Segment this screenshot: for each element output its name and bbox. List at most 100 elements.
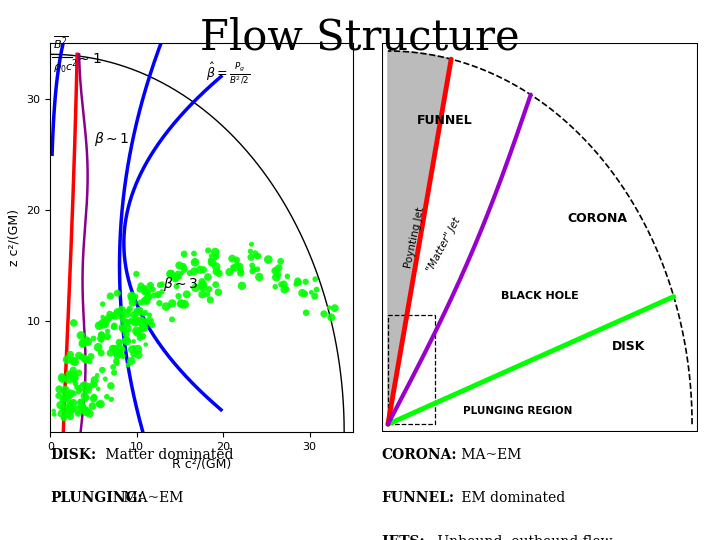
Point xyxy=(82,407,94,415)
Point xyxy=(95,400,107,408)
Point xyxy=(140,287,152,296)
Point xyxy=(84,357,96,366)
Point xyxy=(71,405,83,414)
Point xyxy=(117,352,129,361)
Point xyxy=(139,296,150,305)
Point xyxy=(69,376,81,385)
Point xyxy=(272,270,284,279)
Point xyxy=(63,400,75,409)
Point xyxy=(198,265,210,274)
Point xyxy=(135,281,147,290)
Point xyxy=(130,314,141,323)
Point xyxy=(120,330,132,339)
Point xyxy=(300,308,312,317)
Point xyxy=(211,267,222,276)
Point xyxy=(246,240,257,248)
Point xyxy=(234,262,246,271)
Point xyxy=(58,395,69,404)
Point xyxy=(92,384,104,393)
Point xyxy=(61,410,73,419)
Point xyxy=(75,384,86,393)
Point xyxy=(246,253,257,261)
Point xyxy=(81,405,93,414)
Point xyxy=(68,373,80,381)
Point xyxy=(116,338,127,346)
Point xyxy=(250,248,261,257)
Point xyxy=(69,357,81,366)
Point xyxy=(107,345,119,353)
Point xyxy=(89,394,101,402)
Y-axis label: z c²/(GM): z c²/(GM) xyxy=(8,209,21,266)
Point xyxy=(251,252,262,261)
Text: Unbound, outbound flow: Unbound, outbound flow xyxy=(433,535,613,540)
Point xyxy=(56,373,68,381)
Point xyxy=(197,291,208,299)
Point xyxy=(205,252,217,260)
Point xyxy=(66,389,77,397)
Point xyxy=(311,285,323,294)
Point xyxy=(76,380,88,389)
Point xyxy=(98,320,109,329)
Point xyxy=(75,399,86,407)
Point xyxy=(68,319,79,327)
Point xyxy=(132,350,144,359)
Point xyxy=(109,350,121,359)
Point xyxy=(48,407,60,415)
Point xyxy=(325,313,337,322)
Text: JETS:: JETS: xyxy=(382,535,424,540)
Point xyxy=(111,359,122,368)
Point xyxy=(91,371,103,380)
Point xyxy=(147,285,158,294)
Point xyxy=(75,397,86,406)
Point xyxy=(62,408,73,416)
Point xyxy=(263,255,274,264)
Text: $\rho_0 c^2$: $\rho_0 c^2$ xyxy=(53,58,78,76)
Point xyxy=(82,386,94,394)
Point xyxy=(95,334,107,343)
Point xyxy=(156,280,168,289)
Point xyxy=(174,273,186,281)
Point xyxy=(173,292,184,300)
Point xyxy=(128,343,140,352)
Point xyxy=(60,386,71,394)
Point xyxy=(174,261,185,269)
Point xyxy=(181,290,192,299)
Point xyxy=(161,302,172,311)
Point xyxy=(138,284,150,293)
Point xyxy=(80,355,91,364)
Point xyxy=(224,268,235,276)
Point xyxy=(165,269,176,278)
Point xyxy=(135,316,147,325)
Point xyxy=(78,392,90,400)
Point xyxy=(299,289,310,298)
Point xyxy=(68,389,80,398)
Text: Flow Structure: Flow Structure xyxy=(200,16,520,58)
Point xyxy=(96,319,108,327)
Point xyxy=(212,288,224,296)
Point xyxy=(135,317,146,326)
Point xyxy=(65,412,76,421)
Point xyxy=(300,278,311,286)
Point xyxy=(125,317,137,326)
Point xyxy=(132,328,143,337)
Text: FUNNEL: FUNNEL xyxy=(417,114,473,127)
Point xyxy=(66,372,78,380)
Point xyxy=(96,330,107,339)
Text: $\overline{B^2}$: $\overline{B^2}$ xyxy=(53,35,68,51)
Point xyxy=(142,297,153,306)
Point xyxy=(69,374,81,382)
Point xyxy=(75,331,86,340)
Point xyxy=(179,249,190,258)
Bar xyxy=(388,315,436,424)
Point xyxy=(269,282,281,291)
Point xyxy=(89,381,100,389)
Point xyxy=(103,314,114,322)
Point xyxy=(231,255,243,264)
Point xyxy=(60,393,71,401)
Point xyxy=(269,266,281,275)
Point xyxy=(53,392,64,400)
Point xyxy=(116,306,127,314)
Text: DISK:: DISK: xyxy=(50,448,96,462)
Point xyxy=(177,300,189,308)
Point xyxy=(143,293,154,301)
